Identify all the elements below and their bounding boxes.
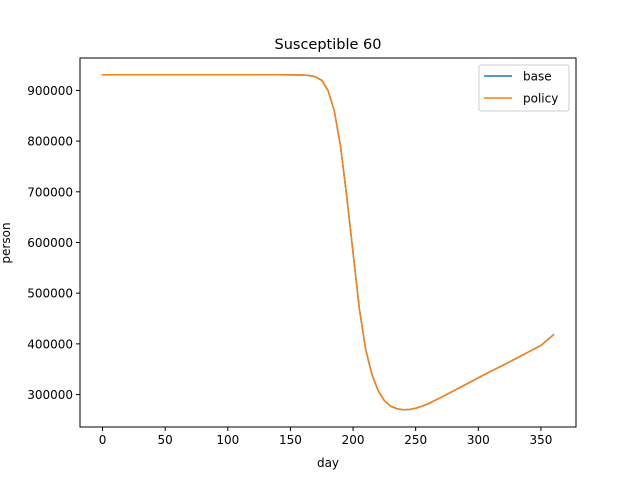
x-tick-label: 300: [467, 433, 490, 447]
x-tick-label: 0: [99, 433, 107, 447]
y-tick-label: 600000: [27, 236, 73, 250]
x-tick-label: 250: [404, 433, 427, 447]
y-tick-label: 500000: [27, 287, 73, 301]
legend-label-base: base: [523, 70, 552, 84]
x-tick-label: 150: [279, 433, 302, 447]
x-tick-label: 100: [216, 433, 239, 447]
plot-background: [80, 58, 576, 427]
x-tick-label: 200: [342, 433, 365, 447]
x-axis: 0 50 100 150 200 250 300 350: [99, 427, 552, 447]
y-tick-label: 800000: [27, 135, 73, 149]
y-tick-label: 900000: [27, 84, 73, 98]
legend: base policy: [478, 64, 570, 112]
y-tick-label: 400000: [27, 337, 73, 351]
series-line-policy: [101, 73, 555, 411]
plot-area: [79, 57, 577, 428]
chart-title: Susceptible 60: [275, 37, 382, 53]
x-tick-label: 350: [529, 433, 552, 447]
y-axis-label: person: [0, 222, 13, 263]
y-tick-label: 300000: [27, 388, 73, 402]
y-axis: 300000 400000 500000 600000 700000 800000 9000…: [27, 84, 80, 402]
series-layer: [101, 73, 555, 411]
x-tick-label: 50: [158, 433, 173, 447]
legend-label-policy: policy: [523, 92, 558, 106]
y-tick-label: 700000: [27, 185, 73, 199]
x-axis-label: day: [317, 456, 339, 470]
